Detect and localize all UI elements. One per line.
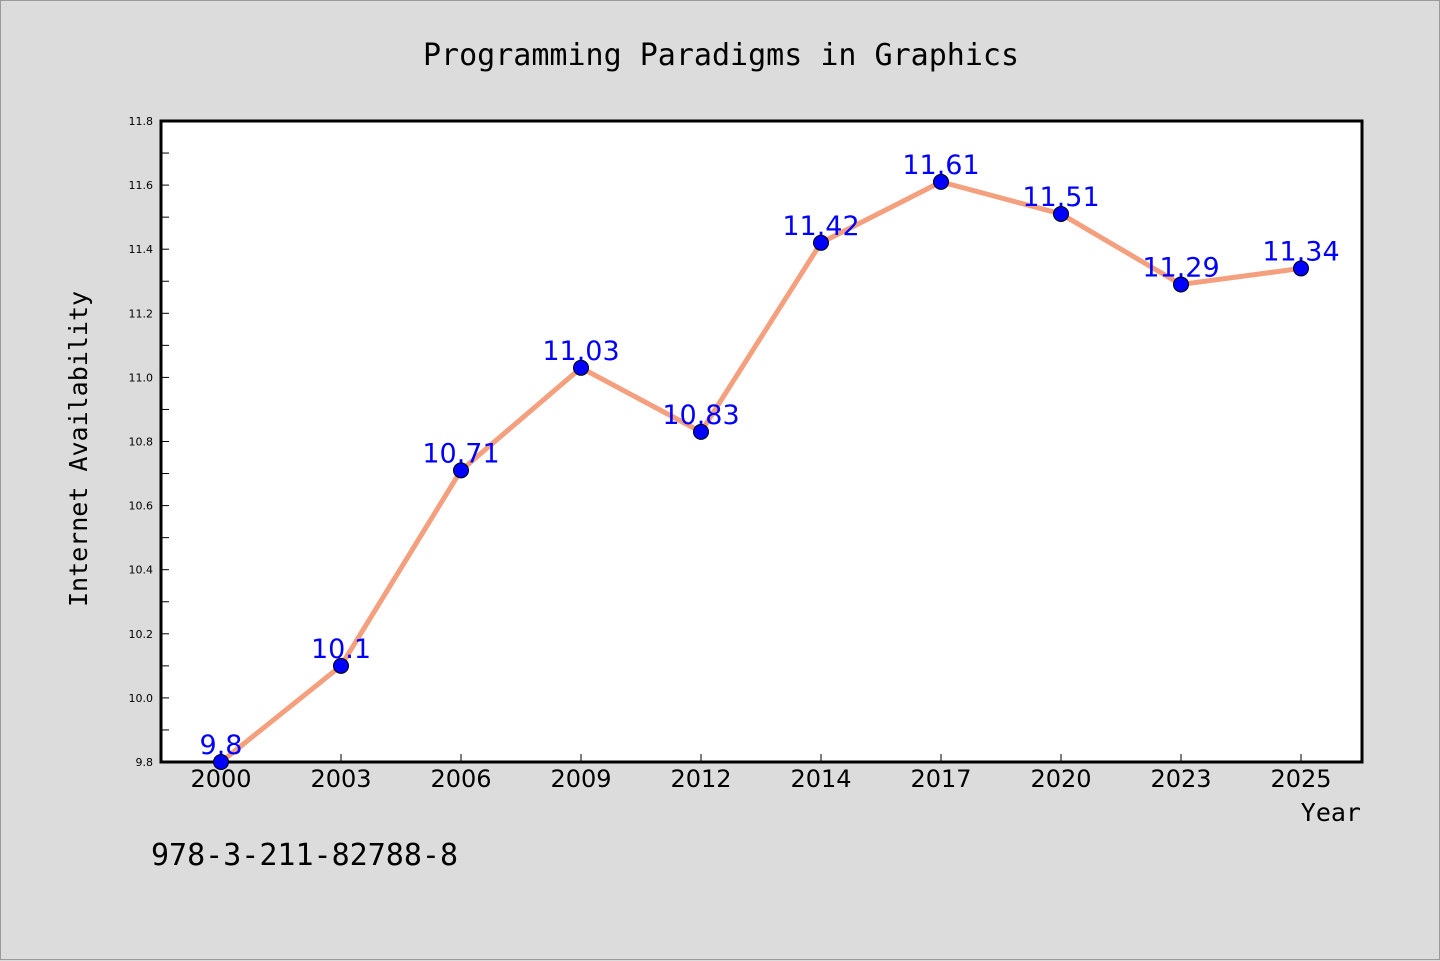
x-tick-label: 2003 bbox=[310, 765, 371, 793]
data-point bbox=[1173, 276, 1189, 293]
x-tick-label: 2025 bbox=[1270, 765, 1331, 793]
y-tick-label: 11.2 bbox=[129, 307, 154, 320]
data-label: 9.8 bbox=[200, 730, 243, 761]
x-axis: 2000 2003 2006 2009 2012 2014 2017 2020 2023 2025 bbox=[190, 754, 1332, 793]
y-tick-label: 10.2 bbox=[129, 628, 154, 641]
data-point bbox=[933, 173, 949, 190]
y-tick-label: 9.8 bbox=[136, 756, 154, 769]
data-point bbox=[813, 234, 829, 251]
data-point bbox=[213, 754, 229, 770]
data-labels: 9.8 10.1 10.71 11.03 10.83 11.42 11.61 11.51 11.… bbox=[200, 150, 1340, 761]
data-point bbox=[453, 462, 469, 479]
y-tick-label: 10.8 bbox=[129, 436, 154, 449]
data-point bbox=[573, 359, 589, 376]
y-tick-label: 10.6 bbox=[129, 500, 154, 513]
plot-area bbox=[159, 119, 1364, 764]
data-label: 10.71 bbox=[422, 438, 499, 469]
series-line-path bbox=[218, 179, 1304, 765]
y-axis-label: Internet Availability bbox=[64, 291, 93, 607]
data-point bbox=[693, 423, 709, 440]
data-label: 11.42 bbox=[782, 211, 859, 242]
data-label: 10.83 bbox=[662, 400, 739, 431]
x-tick-label: 2006 bbox=[430, 765, 491, 793]
y-axis: 9.8 10.0 10.2 10.4 10.6 10.8 11.0 11.2 11.4 11.6 1… bbox=[129, 115, 169, 769]
y-tick-label: 11.0 bbox=[129, 371, 154, 384]
y-tick-label: 11.6 bbox=[129, 179, 154, 192]
y-tick-label: 11.8 bbox=[129, 115, 154, 128]
x-tick-label: 2012 bbox=[670, 765, 731, 793]
data-point bbox=[333, 657, 349, 674]
y-tick-label: 10.0 bbox=[129, 692, 154, 705]
series-line bbox=[218, 179, 1304, 765]
series-markers bbox=[213, 173, 1309, 770]
data-label: 11.61 bbox=[902, 150, 979, 181]
data-point bbox=[1053, 205, 1069, 222]
data-label: 11.29 bbox=[1142, 252, 1219, 283]
x-tick-label: 2014 bbox=[790, 765, 851, 793]
data-label: 10.1 bbox=[311, 634, 371, 665]
data-label: 11.34 bbox=[1262, 236, 1339, 267]
footer-code: 978-3-211-82788-8 bbox=[151, 838, 458, 873]
x-tick-label: 2020 bbox=[1030, 765, 1091, 793]
data-point bbox=[1293, 260, 1309, 277]
data-label: 11.51 bbox=[1022, 182, 1099, 213]
x-tick-label: 2023 bbox=[1150, 765, 1211, 793]
data-label: 11.03 bbox=[542, 336, 619, 367]
x-tick-label: 2009 bbox=[550, 765, 611, 793]
y-tick-label: 10.4 bbox=[129, 564, 154, 577]
chart-title: Programming Paradigms in Graphics bbox=[423, 38, 1019, 73]
x-axis-label: Year bbox=[1301, 798, 1361, 827]
y-tick-label: 11.4 bbox=[129, 243, 154, 256]
x-tick-label: 2017 bbox=[910, 765, 971, 793]
